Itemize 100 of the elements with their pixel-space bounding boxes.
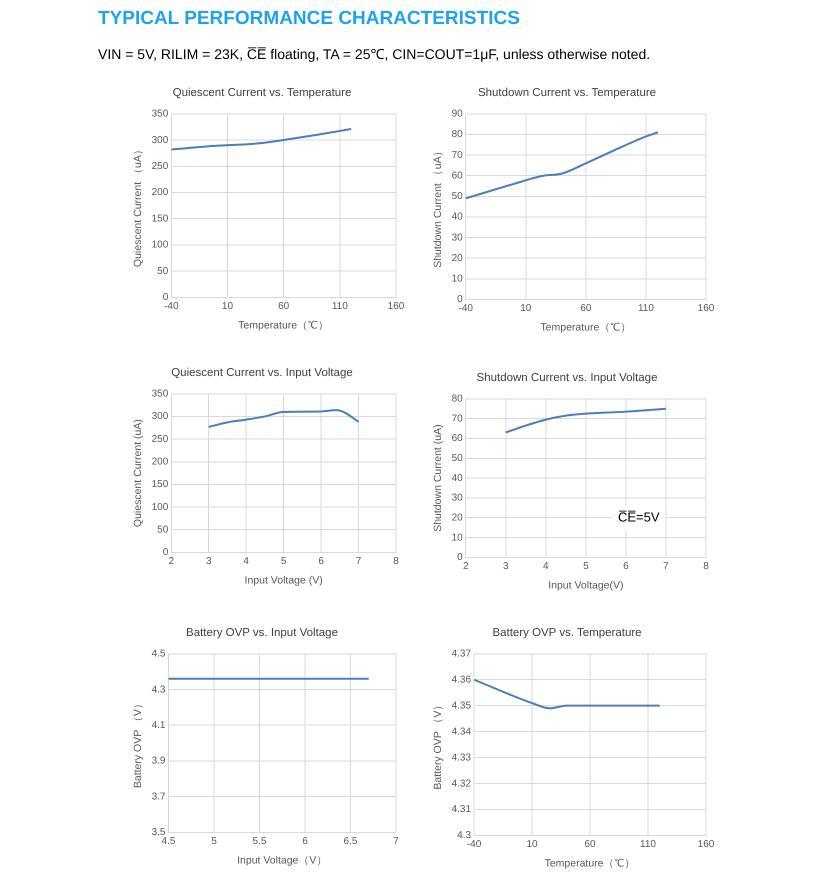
x-tick-label: 6: [318, 556, 324, 568]
x-tick-label: 3: [206, 556, 212, 568]
x-tick-label: 5: [211, 836, 218, 848]
y-tick-label: 50: [157, 524, 169, 536]
y-tick-label: 60: [452, 433, 464, 444]
y-tick-label: 80: [452, 394, 464, 405]
y-tick-label: 20: [452, 512, 464, 524]
y-tick-label: 200: [152, 187, 169, 198]
y-tick-label: 300: [152, 411, 169, 422]
y-tick-label: 150: [152, 213, 169, 224]
x-axis-title: Input Voltage(V): [548, 580, 624, 592]
y-tick-label: 10: [452, 532, 464, 544]
y-tick-label: 4.3: [152, 684, 166, 696]
x-axis-title: Input Voltage（V）: [237, 854, 328, 867]
line-series: [208, 409, 360, 428]
x-tick-label: 2: [168, 556, 175, 568]
y-tick-label: 250: [152, 161, 169, 172]
y-tick-label: 0: [457, 294, 464, 306]
y-tick-label: 4.37: [452, 648, 472, 660]
y-tick-label: 350: [152, 108, 169, 120]
text: VIN = 5V, RILIM = 23K, C̅E̅ floating, TA = 25℃, CIN=COUT=1μF, unless otherwise noted.: [98, 45, 652, 63]
y-tick-label: 4.34: [452, 726, 472, 738]
x-tick-label: 6: [302, 836, 308, 848]
x-axis-title: Input Voltage (V): [244, 574, 323, 587]
chart-title: Quiescent Current vs. Input Voltage: [171, 367, 353, 380]
y-tick-label: 0: [162, 292, 169, 304]
chart-title: Battery OVP vs. Temperature: [492, 627, 642, 640]
y-axis-title: Quiescent Current （uA）: [132, 144, 144, 268]
y-tick-label: 50: [157, 266, 169, 277]
x-axis-title: Temperature（℃）: [238, 320, 330, 332]
y-tick-label: 50: [452, 453, 464, 464]
y-tick-label: 30: [452, 232, 464, 244]
x-tick-label: 6: [623, 561, 630, 572]
x-axis-title: Temperature（℃）: [544, 858, 636, 870]
text: TYPICAL PERFORMANCE CHARACTERISTICS: [98, 8, 521, 30]
x-tick-label: 160: [698, 303, 715, 314]
y-tick-label: 4.33: [452, 752, 472, 764]
x-tick-label: 10: [526, 839, 538, 850]
annotation: C̅E̅=5V: [618, 509, 660, 524]
y-tick-label: 50: [452, 191, 464, 202]
x-tick-label: 5: [583, 561, 590, 572]
x-tick-label: 10: [520, 303, 532, 314]
x-tick-label: 7: [356, 556, 362, 568]
y-tick-label: 200: [152, 456, 169, 468]
x-tick-label: 8: [703, 561, 710, 572]
y-tick-label: 4.3: [457, 830, 472, 842]
x-tick-label: 2: [462, 561, 469, 572]
y-tick-label: 4.1: [152, 720, 166, 731]
y-tick-label: 4.5: [152, 648, 166, 660]
y-tick-label: 150: [152, 479, 169, 490]
x-tick-label: -40: [164, 301, 179, 312]
x-tick-label: 3: [502, 561, 509, 572]
line-series: [171, 128, 352, 150]
x-tick-label: 160: [698, 839, 715, 850]
x-tick-label: 110: [638, 303, 654, 314]
y-axis-title: Battery OVP （V）: [132, 698, 144, 788]
x-tick-label: 10: [222, 301, 234, 312]
y-tick-label: 10: [452, 274, 464, 285]
x-tick-label: 60: [580, 303, 592, 314]
y-tick-label: 0: [457, 552, 464, 564]
y-axis-title: Shutdown Current (uA): [432, 424, 444, 532]
x-tick-label: 4: [243, 556, 250, 568]
y-tick-label: 70: [452, 413, 464, 424]
y-axis-title: Battery OVP （V）: [432, 700, 444, 790]
x-tick-label: 110: [640, 839, 656, 850]
y-axis-title: Quiescent Current (uA): [132, 419, 144, 528]
y-tick-label: 3.5: [152, 827, 166, 838]
y-tick-label: 60: [452, 170, 464, 182]
chart-title: Quiescent Current vs. Temperature: [172, 87, 352, 100]
x-tick-label: -40: [458, 303, 474, 314]
y-tick-label: 350: [152, 388, 169, 400]
x-tick-label: 60: [278, 301, 290, 312]
line-series: [474, 678, 661, 710]
y-tick-label: 4.36: [452, 674, 472, 686]
chart-title: Battery OVP vs. Input Voltage: [186, 627, 338, 640]
y-tick-label: 30: [452, 492, 464, 504]
x-tick-label: 8: [393, 556, 400, 568]
y-tick-label: 70: [452, 150, 464, 161]
y-tick-label: 300: [152, 134, 169, 146]
y-tick-label: 90: [452, 108, 464, 120]
x-tick-label: 6.5: [344, 836, 358, 848]
x-tick-label: 5: [280, 556, 287, 568]
y-tick-label: 250: [152, 434, 169, 445]
y-tick-label: 100: [152, 502, 169, 513]
y-tick-label: 3.7: [152, 791, 166, 802]
x-tick-label: 160: [388, 301, 405, 312]
x-axis-title: Temperature（℃）: [540, 322, 632, 334]
y-tick-label: 100: [152, 240, 169, 251]
chart-title: Shutdown Current vs. Temperature: [478, 87, 656, 100]
x-tick-label: 7: [393, 836, 400, 848]
x-tick-label: 110: [332, 301, 348, 312]
y-tick-label: 3.9: [152, 756, 166, 767]
y-tick-label: 4.32: [452, 778, 472, 790]
y-tick-label: 20: [452, 252, 464, 264]
y-axis-title: Shutdown Current （uA）: [432, 145, 444, 268]
y-tick-label: 40: [452, 472, 464, 484]
y-tick-label: 80: [452, 129, 464, 140]
y-tick-label: 0: [162, 547, 169, 558]
y-tick-label: 4.31: [452, 804, 472, 816]
x-tick-label: 5.5: [252, 836, 267, 848]
